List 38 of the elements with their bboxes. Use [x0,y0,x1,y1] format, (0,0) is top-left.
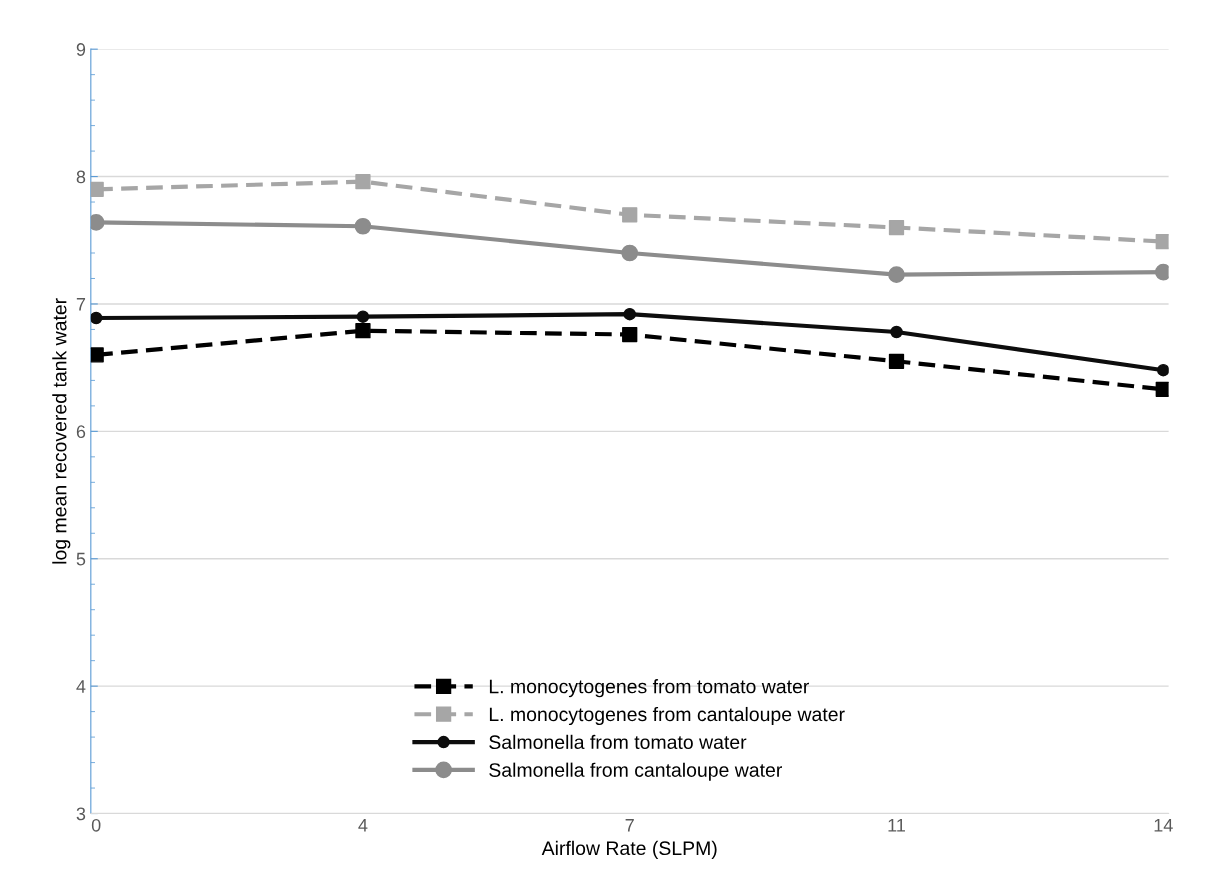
point [1157,363,1169,377]
point [356,310,370,323]
y-tick-label: 4 [76,680,86,693]
point [888,266,905,283]
point [1154,263,1169,281]
y-tick-label: 5 [76,552,86,566]
y-tick-label: 9 [76,43,86,56]
point [90,214,105,231]
point [1155,381,1169,397]
point [622,326,638,343]
point [1155,233,1169,250]
legend-label: L. monocytogenes from cantaloupe water [489,706,845,726]
point [355,323,371,339]
point [622,207,638,223]
x-tick-label: 4 [358,819,368,832]
y-tick-label: 6 [76,425,86,439]
point [354,217,372,235]
legend-label: L. monocytogenes from tomato water [489,679,809,698]
y-axis-title: log mean recovered tank water [52,298,71,564]
point [888,219,905,236]
point [621,244,639,262]
x-tick-label: 11 [888,819,905,832]
x-tick-label: 14 [1154,819,1173,832]
y-tick-label: 7 [76,298,86,311]
point [90,347,104,363]
y-tick-label: 3 [76,807,86,821]
x-tick-label: 7 [625,819,634,832]
point [90,181,104,197]
point [623,307,636,321]
point [888,353,905,369]
x-axis-title: Airflow Rate (SLPM) [541,840,717,859]
legend-label: Salmonella from cantaloupe water [489,762,782,781]
y-tick-label: 8 [76,170,86,184]
point [890,325,903,339]
point [355,174,371,190]
point [90,311,103,325]
legend-label: Salmonella from tomato water [489,734,747,750]
x-tick-label: 0 [91,818,101,832]
